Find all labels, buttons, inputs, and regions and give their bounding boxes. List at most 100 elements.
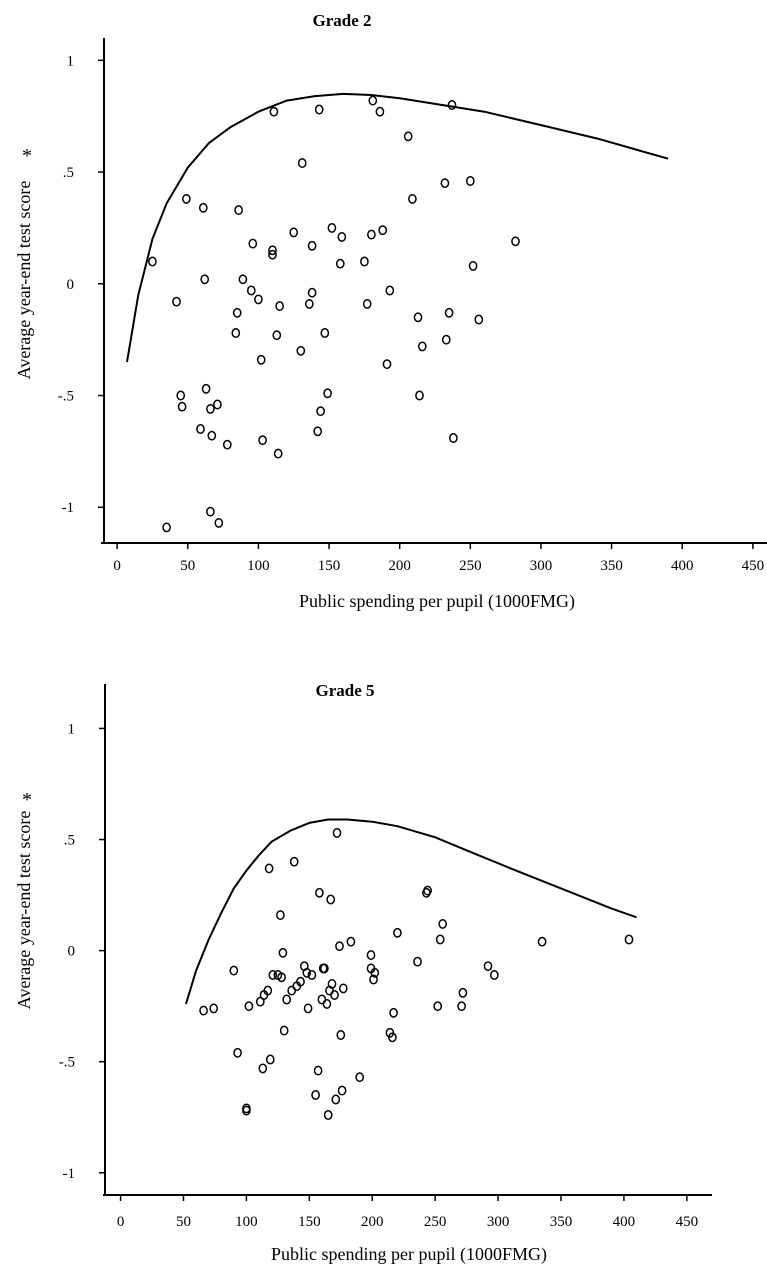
grade2-data-point [375, 106, 385, 117]
grade5-data-point [244, 1001, 254, 1012]
grade2-data-point [367, 229, 376, 240]
grade5-data-point [336, 1030, 346, 1040]
grade2-data-point [337, 231, 347, 242]
grade5-title: Grade 5 [315, 681, 374, 700]
grade2-x-tick-label: 0 [113, 558, 121, 574]
grade2-data-point [268, 245, 277, 256]
grade2-data-point [172, 296, 181, 307]
grade5-data-point [438, 918, 448, 929]
grade2-y-tick-label: 1 [67, 53, 75, 69]
grade5-data-point [302, 967, 312, 978]
grade2-data-point [198, 202, 208, 213]
grade2-data-point [182, 193, 191, 204]
grade5-data-point [330, 990, 339, 1000]
grade2-data-point [177, 401, 187, 412]
grade2-data-point [408, 193, 417, 204]
grade5-data-point [311, 1090, 320, 1100]
grade2-data-point [275, 301, 284, 312]
grade2-data-point [307, 240, 317, 251]
grade2-data-point [162, 522, 171, 533]
grade2-data-point [449, 433, 458, 443]
grade2-data-point [307, 287, 317, 298]
grade5-data-point [366, 950, 376, 961]
grade2-data-point [327, 222, 337, 233]
grade5-y-tick-label: 1 [68, 721, 76, 737]
grade2-data-point [511, 236, 520, 247]
grade5-data-point [233, 1047, 242, 1058]
grade5-data-point [458, 987, 468, 998]
grade2-data-point [320, 328, 330, 338]
grade2-data-point [231, 328, 241, 338]
grade2-data-point [368, 95, 378, 106]
grade5-data-point [393, 927, 402, 938]
grade5-x-tick-label: 400 [613, 1214, 636, 1230]
grade5-y-tick-label: -1 [63, 1166, 76, 1182]
grade5-data-point [279, 1025, 289, 1036]
grade5-data-point [322, 998, 332, 1009]
grade5-x-tick-label: 300 [487, 1214, 510, 1230]
grade2-data-point [234, 205, 243, 216]
grade2-x-axis-label: Public spending per pupil (1000FMG) [299, 591, 575, 612]
grade2-data-point [465, 176, 475, 186]
grade2-y-axis-marker: * [22, 145, 32, 167]
grade5-data-point [433, 1001, 443, 1012]
grade5-y-tick-label: -.5 [59, 1055, 75, 1071]
grade2-data-point [403, 131, 413, 142]
grade5-data-point [307, 970, 317, 980]
grade5-y-tick-label: .5 [64, 833, 75, 849]
grade2-data-point [256, 354, 266, 365]
grade2-data-point [273, 448, 283, 459]
grade2-data-point [196, 424, 205, 434]
grade2-data-point [474, 314, 484, 325]
grade5-data-point [268, 970, 278, 980]
grade5-data-point [313, 1065, 323, 1076]
grade5-x-axis-label: Public spending per pupil (1000FMG) [271, 1244, 547, 1265]
grade5-data-point [327, 978, 337, 989]
grade2-data-point [200, 274, 210, 285]
grade2-x-tick-label: 150 [318, 558, 341, 574]
grade5-data-point [435, 934, 445, 945]
grade2-x-tick-label: 100 [247, 558, 270, 574]
grade5-data-point [457, 1001, 466, 1012]
grade2-data-point [335, 258, 345, 269]
grade5-data-point [370, 967, 380, 978]
grade5-data-point [338, 983, 348, 994]
grade5-data-point [335, 941, 344, 952]
grade5-data-point [332, 827, 342, 838]
grade2-data-point [176, 390, 186, 401]
grade2-y-tick-label: -.5 [58, 389, 74, 405]
grade2-data-point [269, 106, 279, 117]
grade2-data-point [258, 435, 267, 446]
grade5-x-tick-label: 0 [117, 1214, 125, 1230]
grade5-x-tick-label: 150 [298, 1214, 321, 1230]
grade2-data-point [289, 227, 299, 238]
grade2-data-point [268, 249, 277, 260]
grade5-data-point [413, 956, 422, 967]
grade2-chart: Grade 2 Public spending per pupil (1000F… [14, 11, 767, 612]
grade2-data-point [201, 383, 211, 394]
grade5-data-point [199, 1005, 208, 1016]
grade5-x-tick-label: 350 [550, 1214, 573, 1230]
grade2-x-tick-label: 400 [671, 558, 694, 574]
grade5-data-point [264, 863, 274, 874]
grade2-data-point [238, 274, 248, 285]
grade5-x-tick-label: 50 [176, 1214, 191, 1230]
grade5-data-point [323, 1110, 333, 1120]
grade2-data-point [323, 388, 332, 399]
grade5-fitted-curve [185, 818, 637, 1005]
grade2-y-axis-label: Average year-end test score [14, 181, 34, 380]
grade2-data-point [440, 178, 450, 189]
grade2-data-point [444, 307, 454, 318]
grade2-data-point [314, 104, 324, 115]
grade5-data-point [355, 1072, 365, 1083]
grade2-y-tick-label: 0 [67, 277, 75, 293]
grade2-data-point [297, 158, 307, 169]
grade5-data-point [296, 976, 305, 987]
grade5-data-point [278, 947, 288, 958]
grade5-data-point [423, 885, 432, 896]
grade2-data-point [413, 312, 423, 323]
grade2-x-tick-label: 200 [388, 558, 411, 574]
grade2-data-point [248, 238, 258, 249]
grade2-data-point [214, 517, 224, 528]
grade5-data-point [489, 970, 499, 980]
